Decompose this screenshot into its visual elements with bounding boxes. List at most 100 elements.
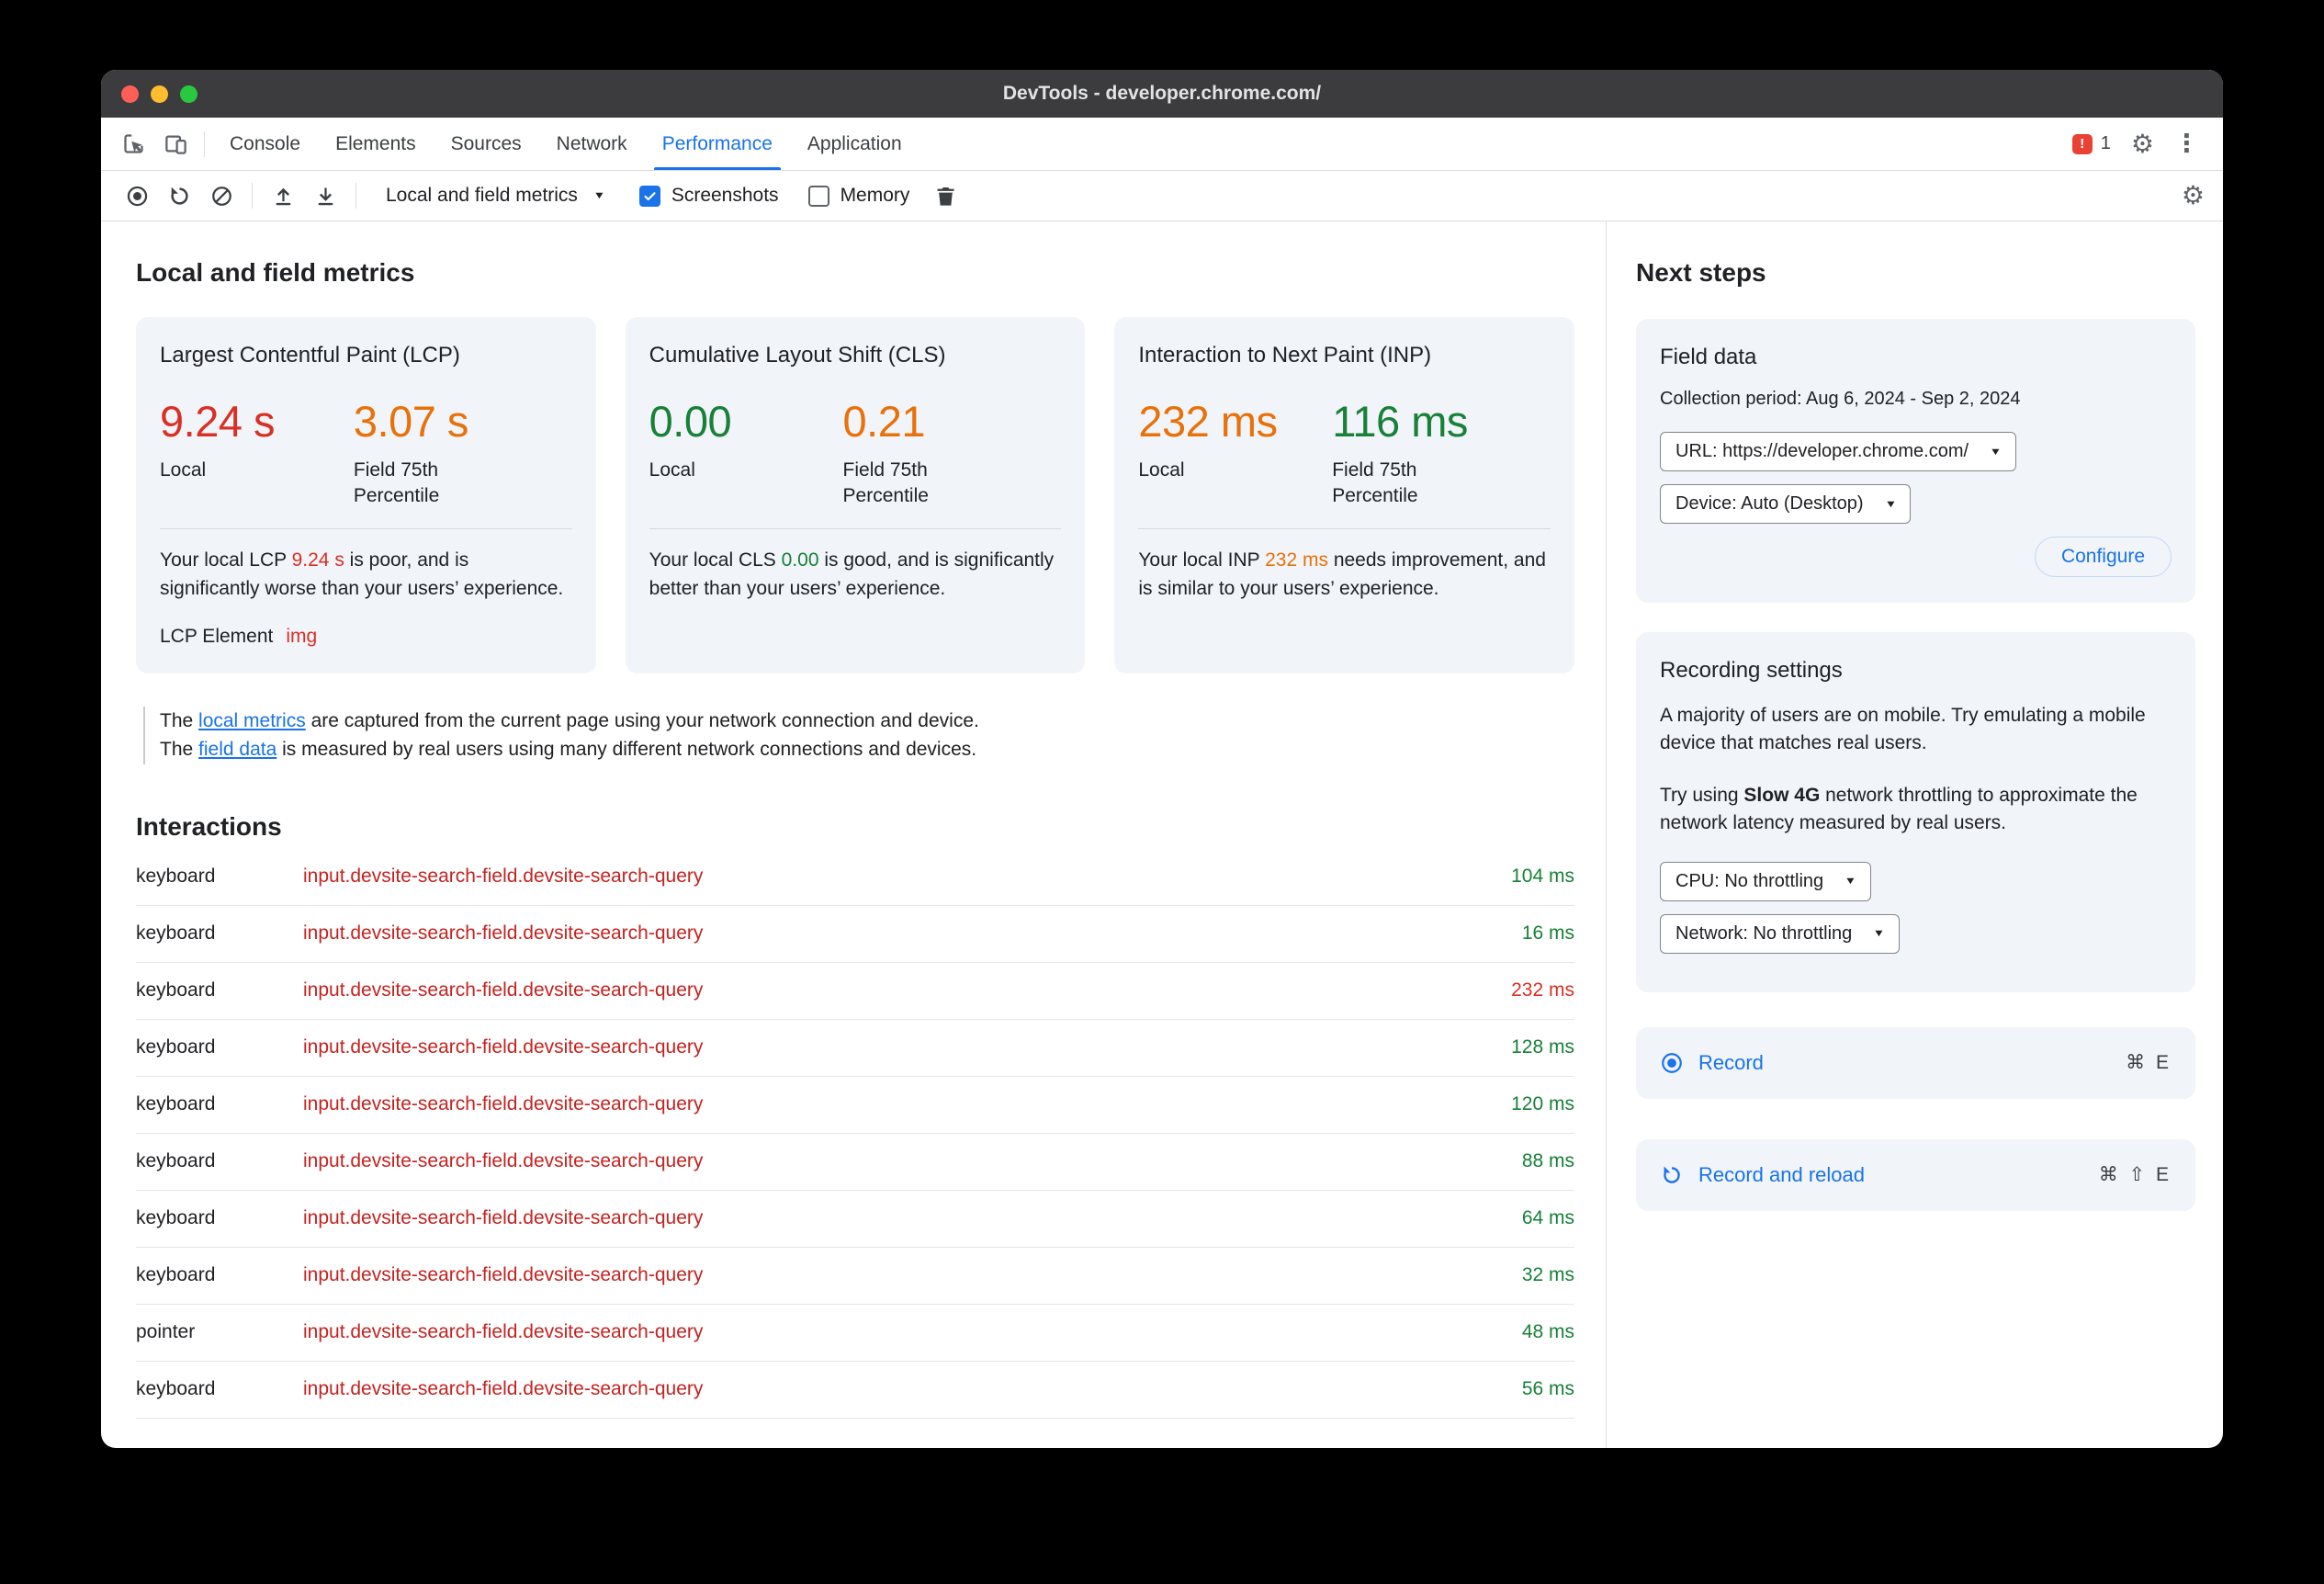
record-icon[interactable]	[119, 178, 154, 213]
upload-profile-icon[interactable]	[265, 178, 300, 213]
interaction-target-link[interactable]: input.devsite-search-field.devsite-searc…	[303, 1207, 704, 1229]
url-dropdown[interactable]: URL: https://developer.chrome.com/ ▼	[1660, 432, 2016, 471]
minimize-window-button[interactable]	[151, 85, 168, 103]
lcp-element-link[interactable]: img	[286, 625, 318, 647]
download-profile-icon[interactable]	[308, 178, 343, 213]
chevron-down-icon: ▼	[1844, 876, 1857, 888]
cls-local-label: Local	[649, 459, 695, 481]
tab-console[interactable]: Console	[212, 118, 318, 170]
lcp-element-label: LCP Element	[160, 625, 274, 647]
lcp-description: Your local LCP 9.24 s is poor, and is si…	[160, 549, 564, 600]
memory-checkbox[interactable]: Memory	[807, 185, 910, 207]
record-button-label: Record	[1698, 1050, 1764, 1074]
collection-period: Collection period: Aug 6, 2024 - Sep 2, …	[1660, 389, 2021, 409]
reload-and-record-icon[interactable]	[162, 178, 197, 213]
interaction-row: pointer input.devsite-search-field.devsi…	[136, 1305, 1574, 1362]
chevron-down-icon: ▼	[1884, 498, 1897, 510]
configure-button[interactable]: Configure	[2034, 537, 2172, 577]
lcp-local-value: 9.24 s	[160, 397, 276, 446]
checkbox-checked-icon	[638, 185, 660, 207]
interaction-duration: 64 ms	[1521, 1207, 1574, 1229]
next-steps-panel: Next steps Field data Collection period:…	[1606, 221, 2223, 1448]
interaction-target-link[interactable]: input.devsite-search-field.devsite-searc…	[303, 922, 704, 945]
lcp-field-label: Field 75th Percentile	[353, 459, 440, 507]
cls-field-value: 0.21	[842, 397, 926, 446]
metrics-note: The local metrics are captured from the …	[143, 706, 1574, 764]
tab-console-label: Console	[230, 132, 301, 154]
memory-label: Memory	[840, 185, 910, 206]
tab-network[interactable]: Network	[539, 118, 645, 170]
record-button[interactable]: Record ⌘ E	[1636, 1026, 2195, 1099]
tab-elements[interactable]: Elements	[318, 118, 434, 170]
interaction-target-link[interactable]: input.devsite-search-field.devsite-searc…	[303, 1150, 704, 1172]
network-throttling-dropdown[interactable]: Network: No throttling ▼	[1660, 913, 1901, 954]
interaction-duration: 128 ms	[1511, 1036, 1574, 1058]
interaction-row: keyboard input.devsite-search-field.devs…	[136, 1134, 1574, 1191]
garbage-collect-icon[interactable]	[928, 178, 963, 213]
tab-performance-label: Performance	[661, 132, 773, 154]
interaction-row: keyboard input.devsite-search-field.devs…	[136, 1248, 1574, 1305]
screenshots-checkbox[interactable]: Screenshots	[638, 185, 779, 207]
zoom-window-button[interactable]	[180, 85, 197, 103]
issues-button[interactable]: ! 1	[2071, 133, 2111, 154]
tab-performance[interactable]: Performance	[645, 118, 790, 170]
performance-settings-gear-icon[interactable]: ⚙	[2181, 181, 2205, 209]
inp-local-label: Local	[1138, 459, 1185, 481]
interaction-target-link[interactable]: input.devsite-search-field.devsite-searc…	[303, 1378, 704, 1400]
clear-icon[interactable]	[204, 178, 239, 213]
inp-description: Your local INP 232 ms needs improvement,…	[1138, 549, 1546, 600]
traffic-lights	[101, 85, 197, 103]
interaction-row: keyboard input.devsite-search-field.devs…	[136, 849, 1574, 906]
interaction-duration: 56 ms	[1521, 1378, 1574, 1400]
device-toolbar-icon[interactable]	[154, 124, 197, 164]
chevron-down-icon: ▼	[1872, 928, 1886, 940]
devtools-window: DevTools - developer.chrome.com/ Console…	[101, 70, 2223, 1448]
interaction-row: keyboard input.devsite-search-field.devs…	[136, 1362, 1574, 1419]
more-menu-icon[interactable]: ⋮	[2174, 130, 2199, 157]
interactions-heading: Interactions	[136, 811, 282, 841]
cls-description: Your local CLS 0.00 is good, and is sign…	[649, 549, 1055, 600]
recording-settings-para1: A majority of users are on mobile. Try e…	[1660, 705, 2146, 754]
interaction-target-link[interactable]: input.devsite-search-field.devsite-searc…	[303, 1036, 704, 1058]
devtools-tabbar: Console Elements Sources Network Perform…	[101, 118, 2223, 171]
interaction-target-link[interactable]: input.devsite-search-field.devsite-searc…	[303, 1321, 704, 1343]
inp-card-title: Interaction to Next Paint (INP)	[1138, 343, 1432, 368]
lcp-card-title: Largest Contentful Paint (LCP)	[160, 343, 460, 368]
close-window-button[interactable]	[121, 85, 139, 103]
local-metrics-link[interactable]: local metrics	[198, 709, 306, 731]
window-titlebar: DevTools - developer.chrome.com/	[101, 70, 2223, 118]
record-and-reload-label: Record and reload	[1698, 1162, 1866, 1186]
device-dropdown[interactable]: Device: Auto (Desktop) ▼	[1660, 484, 1912, 524]
cpu-throttling-dropdown[interactable]: CPU: No throttling ▼	[1660, 861, 1872, 901]
interaction-duration: 232 ms	[1511, 979, 1574, 1001]
interaction-target-link[interactable]: input.devsite-search-field.devsite-searc…	[303, 979, 704, 1001]
record-and-reload-shortcut: ⌘ ⇧ E	[2098, 1164, 2172, 1186]
tabbar-right-controls: ! 1 ⚙ ⋮	[2071, 118, 2212, 170]
lcp-field-value: 3.07 s	[353, 397, 469, 446]
tab-application-label: Application	[807, 132, 902, 154]
cls-field-label: Field 75th Percentile	[842, 459, 929, 507]
panel-view-dropdown[interactable]: Local and field metrics ▼	[377, 185, 614, 207]
reload-icon	[1664, 1166, 1680, 1183]
interaction-target-link[interactable]: input.devsite-search-field.devsite-searc…	[303, 866, 704, 888]
recording-settings-para2: Try using Slow 4G network throttling to …	[1660, 784, 2138, 834]
interaction-duration: 16 ms	[1521, 922, 1574, 945]
record-and-reload-button[interactable]: Record and reload ⌘ ⇧ E	[1636, 1138, 2195, 1211]
inp-card: Interaction to Next Paint (INP) 232 ms L…	[1114, 317, 1575, 673]
interaction-target-link[interactable]: input.devsite-search-field.devsite-searc…	[303, 1093, 704, 1115]
interaction-duration: 48 ms	[1521, 1321, 1574, 1343]
chevron-down-icon: ▼	[1989, 446, 2002, 458]
interaction-target-link[interactable]: input.devsite-search-field.devsite-searc…	[303, 1264, 704, 1286]
tab-sources[interactable]: Sources	[434, 118, 539, 170]
lcp-card: Largest Contentful Paint (LCP) 9.24 s Lo…	[136, 317, 596, 673]
interaction-type: keyboard	[136, 1093, 216, 1115]
cpu-throttling-label: CPU: No throttling	[1675, 870, 1824, 891]
issues-warning-icon: !	[2071, 133, 2093, 154]
field-data-link[interactable]: field data	[198, 739, 277, 761]
performance-toolbar: Local and field metrics ▼ Screenshots Me…	[101, 171, 2223, 221]
inspect-element-icon[interactable]	[112, 124, 154, 164]
interaction-row: keyboard input.devsite-search-field.devs…	[136, 1020, 1574, 1077]
metrics-note-line2: The field data is measured by real users…	[160, 739, 977, 761]
settings-gear-icon[interactable]: ⚙	[2130, 129, 2154, 158]
tab-application[interactable]: Application	[790, 118, 919, 170]
